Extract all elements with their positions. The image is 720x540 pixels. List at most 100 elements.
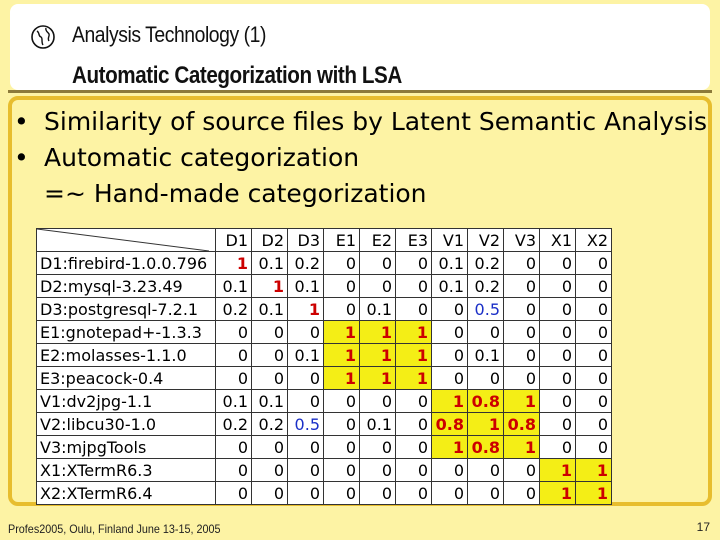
matrix-cell: 0: [539, 297, 576, 321]
matrix-cell: 0: [575, 274, 612, 298]
matrix-cell: 0.8: [467, 389, 504, 413]
section-title: Analysis Technology (1): [72, 22, 266, 47]
matrix-row: V2:libcu30-1.0 0.2 0.2 0.5 0 0.1 0 0.8 1 0.8 0 0: [36, 412, 612, 436]
matrix-cell: 0: [359, 389, 396, 413]
matrix-row-label: E2:molasses-1.1.0: [36, 343, 216, 367]
similarity-matrix: D1 D2 D3 E1 E2 E3 V1 V2 V3 X1 X2 D1:firebird-1.0.0…: [36, 228, 612, 505]
matrix-row-label: X2:XTermR6.4: [36, 481, 216, 505]
matrix-cell: 1: [575, 481, 612, 505]
matrix-cell: 0: [323, 481, 360, 505]
matrix-row: D3:postgresql-7.2.1 0.2 0.1 1 0 0.1 0 0 0.5 0 0 0: [36, 297, 612, 321]
matrix-cell: 0: [467, 320, 504, 344]
matrix-cell: 0: [287, 481, 324, 505]
matrix-cell: 0: [215, 481, 252, 505]
matrix-cell: 0: [359, 251, 396, 275]
matrix-cell: 1: [539, 481, 576, 505]
matrix-cell: 1: [539, 458, 576, 482]
bullet-continuation: =~ Hand-made categorization: [44, 179, 427, 208]
matrix-cell: 0: [431, 297, 468, 321]
matrix-cell: 0.1: [251, 251, 288, 275]
matrix-cell: 0: [539, 343, 576, 367]
matrix-cell: 1: [575, 458, 612, 482]
matrix-cell: 0: [539, 389, 576, 413]
matrix-column-header: V1: [431, 228, 468, 252]
matrix-cell: 0: [575, 412, 612, 436]
matrix-row: V1:dv2jpg-1.1 0.1 0.1 0 0 0 0 1 0.8 1 0 0: [36, 389, 612, 413]
matrix-row-label: E3:peacock-0.4: [36, 366, 216, 390]
matrix-cell: 0: [395, 481, 432, 505]
matrix-cell: 0: [215, 435, 252, 459]
matrix-cell: 0: [431, 320, 468, 344]
matrix-cell: 0: [503, 481, 540, 505]
matrix-cell: 1: [287, 297, 324, 321]
matrix-cell: 0: [575, 366, 612, 390]
matrix-column-header: D3: [287, 228, 324, 252]
matrix-cell: 0.2: [215, 412, 252, 436]
matrix-cell: 0: [323, 435, 360, 459]
matrix-cell: 0.2: [467, 251, 504, 275]
page-number: 17: [696, 520, 710, 534]
matrix-cell: 1: [359, 343, 396, 367]
slide-header: Analysis Technology (1) Automatic Catego…: [10, 4, 710, 90]
bullet-marker: •: [14, 143, 29, 172]
matrix-cell: 0.8: [467, 435, 504, 459]
matrix-row-label: D2:mysql-3.23.49: [36, 274, 216, 298]
matrix-cell: 0: [431, 458, 468, 482]
matrix-cell: 0: [575, 251, 612, 275]
matrix-column-header: E2: [359, 228, 396, 252]
matrix-cell: 0.1: [467, 343, 504, 367]
matrix-cell: 0.1: [251, 389, 288, 413]
matrix-cell: 0: [503, 343, 540, 367]
matrix-cell: 0.8: [431, 412, 468, 436]
matrix-cell: 0: [503, 366, 540, 390]
matrix-cell: 0: [251, 366, 288, 390]
matrix-cell: 0: [215, 366, 252, 390]
matrix-cell: 0: [575, 343, 612, 367]
matrix-cell: 0: [323, 458, 360, 482]
bullet-marker: •: [14, 107, 29, 136]
matrix-row-label: X1:XTermR6.3: [36, 458, 216, 482]
matrix-cell: 0: [251, 343, 288, 367]
matrix-row-label: D3:postgresql-7.2.1: [36, 297, 216, 321]
matrix-cell: 0: [539, 366, 576, 390]
matrix-cell: 0.1: [431, 251, 468, 275]
matrix-cell: 0.2: [251, 412, 288, 436]
matrix-cell: 0: [287, 389, 324, 413]
corner-diagonal: [37, 229, 209, 251]
matrix-cell: 0: [431, 366, 468, 390]
matrix-row: D2:mysql-3.23.49 0.1 1 0.1 0 0 0 0.1 0.2 0 0 0: [36, 274, 612, 298]
matrix-cell: 0: [323, 274, 360, 298]
matrix-cell: 1: [395, 366, 432, 390]
matrix-cell: 0: [503, 297, 540, 321]
matrix-cell: 0: [539, 435, 576, 459]
matrix-cell: 1: [323, 320, 360, 344]
matrix-row: E3:peacock-0.4 0 0 0 1 1 1 0 0 0 0 0: [36, 366, 612, 390]
matrix-cell: 0: [251, 435, 288, 459]
matrix-cell: 0: [215, 320, 252, 344]
matrix-cell: 0: [539, 274, 576, 298]
matrix-cell: 0: [251, 320, 288, 344]
matrix-cell: 0: [395, 274, 432, 298]
matrix-cell: 0.5: [287, 412, 324, 436]
matrix-column-header: X1: [539, 228, 576, 252]
matrix-row-label: E1:gnotepad+-1.3.3: [36, 320, 216, 344]
matrix-cell: 0: [503, 458, 540, 482]
matrix-cell: 0: [323, 251, 360, 275]
matrix-cell: 0.5: [467, 297, 504, 321]
matrix-cell: 0: [575, 435, 612, 459]
matrix-cell: 0: [215, 458, 252, 482]
matrix-row-label: D1:firebird-1.0.0.796: [36, 251, 216, 275]
matrix-cell: 0: [467, 481, 504, 505]
matrix-column-header: V3: [503, 228, 540, 252]
slide-title: Automatic Categorization with LSA: [72, 62, 402, 89]
bullet-text: Similarity of source files by Latent Sem…: [44, 107, 708, 136]
matrix-cell: 0: [575, 297, 612, 321]
matrix-row: D1:firebird-1.0.0.796 1 0.1 0.2 0 0 0 0.1 0.2 0 0 0: [36, 251, 612, 275]
matrix-cell: 0: [539, 412, 576, 436]
matrix-cell: 0: [323, 412, 360, 436]
matrix-cell: 0: [503, 251, 540, 275]
matrix-column-header: E3: [395, 228, 432, 252]
matrix-cell: 0: [287, 435, 324, 459]
matrix-cell: 0: [287, 458, 324, 482]
